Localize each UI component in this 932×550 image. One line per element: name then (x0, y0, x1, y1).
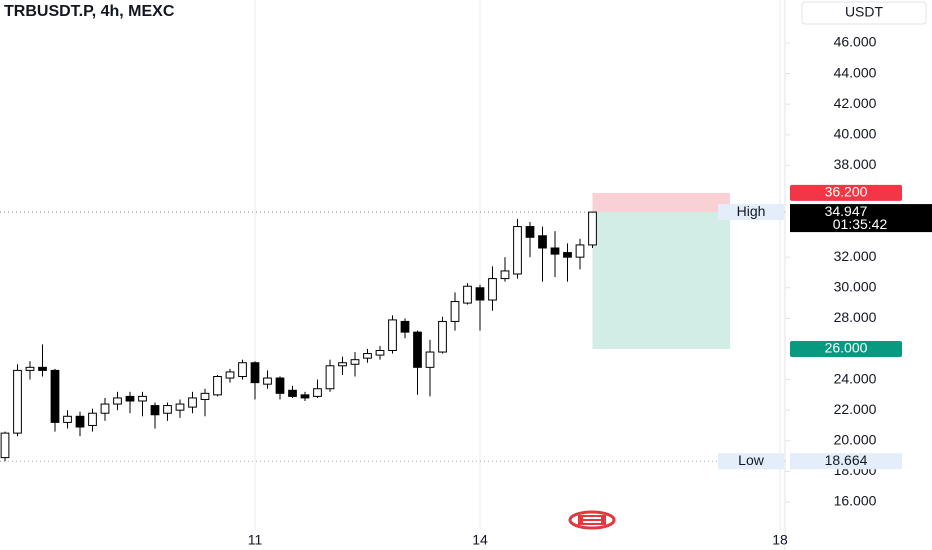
target-zone (592, 212, 730, 349)
low-value-bg (790, 453, 902, 470)
x-tick-label: 14 (472, 532, 488, 548)
target-badge: 26.000 (825, 340, 868, 356)
candle-body (363, 353, 372, 359)
candle-body (213, 376, 222, 396)
candle-body (25, 366, 35, 371)
target-badge-bg (790, 340, 902, 357)
candle-body (175, 403, 185, 411)
x-tick-label: 11 (248, 532, 263, 548)
candle-body (575, 244, 585, 258)
candle-body (188, 397, 197, 408)
currency-box[interactable] (801, 1, 927, 25)
y-tick-label: 16.000 (834, 493, 877, 509)
candle-body (438, 320, 447, 353)
y-tick-label: 20.000 (834, 431, 877, 447)
y-tick-label: 38.000 (834, 156, 877, 172)
candle-body (0, 432, 10, 459)
y-tick-label: 32.000 (834, 248, 877, 264)
candle-body (150, 405, 160, 416)
y-tick-label: 44.000 (834, 64, 877, 80)
candle-body (225, 371, 235, 379)
candle-body (113, 397, 122, 405)
high-label-bg (718, 204, 784, 221)
candle-body (463, 285, 472, 304)
candle-body (75, 415, 85, 428)
candle-body (488, 278, 497, 301)
candle-body (38, 366, 47, 371)
candle-body (538, 235, 547, 249)
candle-body (63, 415, 72, 423)
y-tick-label: 40.000 (834, 125, 877, 141)
low-value: 18.664 (825, 452, 868, 468)
logo (568, 510, 616, 530)
candle-body (125, 395, 135, 402)
candle-body (388, 319, 397, 352)
y-tick-label: 42.000 (834, 95, 877, 111)
y-tick-label: 30.000 (834, 278, 877, 294)
candle-body (450, 301, 460, 322)
grid (0, 0, 785, 530)
countdown: 01:35:42 (833, 216, 888, 232)
candle-body (338, 362, 347, 367)
candle-body (250, 362, 260, 384)
low-label: Low (738, 452, 765, 468)
candle-body (313, 388, 322, 397)
y-tick-label: 24.000 (834, 370, 877, 386)
y-tick-label: 46.000 (834, 34, 877, 50)
high-label: High (737, 203, 766, 219)
stop-badge: 36.200 (825, 184, 868, 200)
candle-body (288, 389, 297, 397)
low-label-bg (718, 453, 784, 470)
y-tick-label: 22.000 (834, 401, 877, 417)
stop-badge-bg (790, 184, 902, 201)
candle-body (238, 362, 247, 378)
candle-body (138, 395, 147, 402)
candle-body (550, 247, 560, 255)
candle-body (200, 392, 210, 400)
candle-body (513, 226, 522, 275)
candle-body (588, 211, 597, 246)
currency[interactable]: USDT (845, 4, 884, 20)
candles (0, 211, 597, 462)
last-price: 34.947 (825, 203, 868, 219)
candle-body (350, 359, 360, 365)
axes: 11 14 1816.00018.00020.00022.00024.00028.0… (248, 34, 932, 548)
candle-body (563, 252, 572, 258)
chart-title: TRBUSDT.P, 4h, MEXC (4, 3, 175, 20)
candle-body (263, 377, 272, 385)
candle-body (500, 270, 510, 280)
candle-body (400, 320, 410, 333)
candle-body (375, 350, 385, 356)
candle-body (525, 226, 535, 238)
candle-body (13, 369, 22, 434)
candle-body (475, 287, 485, 301)
candle-body (325, 365, 335, 390)
candle-body (425, 351, 435, 368)
candle-body (163, 405, 172, 414)
candle-body (275, 377, 285, 394)
candle-body (100, 403, 110, 414)
y-tick-label: 28.000 (834, 309, 877, 325)
candle-body (50, 369, 60, 423)
candle-body (300, 394, 310, 399)
candle-body (88, 412, 97, 426)
candle-body (413, 331, 422, 368)
last-price-bg (790, 204, 932, 233)
position-tool (592, 192, 730, 349)
x-tick-label: 18 (772, 532, 788, 548)
stop-zone (592, 192, 730, 213)
